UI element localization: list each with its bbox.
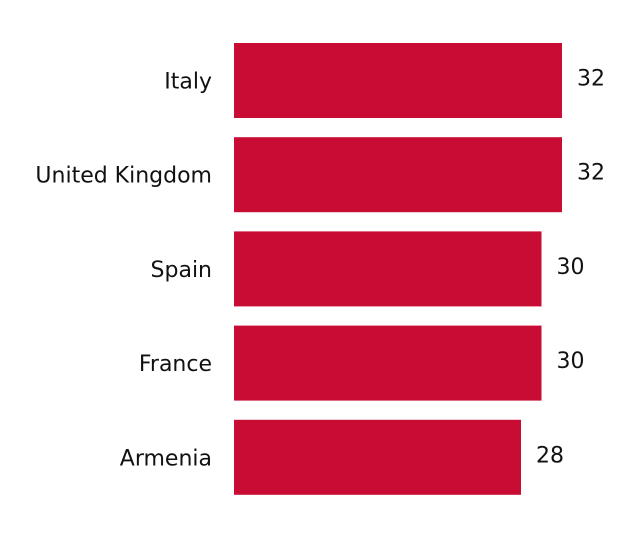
value-label: 30 [557,255,585,280]
bar [234,419,521,495]
category-label: Armenia [120,446,212,471]
category-label: United Kingdom [35,164,212,189]
category-label: Spain [151,258,212,283]
value-label: 32 [577,67,605,92]
category-label: Italy [164,70,212,95]
value-label: 30 [557,349,585,374]
bar [234,43,562,118]
category-label: France [139,352,212,377]
bar [234,137,562,213]
bar [234,231,542,307]
bar [234,325,542,401]
value-label: 28 [536,443,564,468]
value-label: 32 [577,161,605,186]
